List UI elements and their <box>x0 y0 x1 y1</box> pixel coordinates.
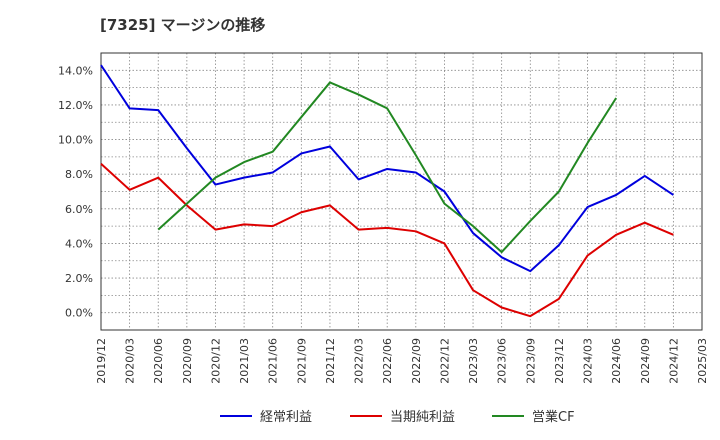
x-tick-label: 2024/06 <box>610 338 623 384</box>
x-tick-label: 2020/06 <box>152 338 165 384</box>
x-tick-label: 2022/06 <box>381 338 394 384</box>
x-tick-label: 2023/09 <box>524 338 537 384</box>
legend: 経常利益 当期純利益 営業CF <box>220 409 575 425</box>
series-lines <box>100 64 674 318</box>
x-tick-label: 2021/03 <box>238 338 251 384</box>
x-tick-label: 2025/03 <box>696 338 709 384</box>
y-tick-label: 4.0% <box>65 237 93 250</box>
x-tick-label: 2021/12 <box>324 338 337 384</box>
y-tick-label: 2.0% <box>65 272 93 285</box>
x-tick-label: 2024/12 <box>667 338 680 384</box>
x-tick-label: 2022/12 <box>438 338 451 384</box>
series-line <box>100 64 674 273</box>
x-tick-label: 2023/12 <box>553 338 566 384</box>
x-tick-label: 2023/06 <box>496 338 509 384</box>
x-tick-label: 2019/12 <box>95 338 108 384</box>
series-line <box>100 163 674 318</box>
y-tick-label: 14.0% <box>58 64 93 77</box>
x-tick-label: 2022/03 <box>353 338 366 384</box>
y-tick-label: 6.0% <box>65 203 93 216</box>
x-tick-label: 2020/03 <box>124 338 137 384</box>
x-tick-label: 2021/09 <box>295 338 308 384</box>
x-axis-ticks: 2019/12 2020/03 2020/06 2020/09 2020/12 2021/… <box>95 338 709 384</box>
y-tick-label: 0.0% <box>65 307 93 320</box>
x-tick-label: 2020/09 <box>181 338 194 384</box>
x-tick-label: 2024/03 <box>582 338 595 384</box>
y-axis-ticks: 0.0% 2.0% 4.0% 6.0% 8.0% 10.0% 12.0% 14.0% <box>58 64 93 319</box>
x-tick-label: 2020/12 <box>209 338 222 384</box>
plot-area <box>101 53 702 330</box>
legend-label: 営業CF <box>532 409 575 425</box>
x-tick-label: 2024/09 <box>639 338 652 384</box>
x-tick-label: 2022/09 <box>410 338 423 384</box>
chart-title: [7325] マージンの推移 <box>100 16 266 34</box>
legend-label: 当期純利益 <box>390 410 455 425</box>
x-tick-label: 2021/06 <box>267 338 280 384</box>
x-tick-label: 2023/03 <box>467 338 480 384</box>
y-tick-label: 10.0% <box>58 134 93 147</box>
series-line <box>157 81 617 254</box>
grid-lines <box>101 53 702 330</box>
y-tick-label: 12.0% <box>58 99 93 112</box>
y-tick-label: 8.0% <box>65 168 93 181</box>
plot-frame <box>100 52 703 331</box>
legend-label: 経常利益 <box>260 410 312 425</box>
